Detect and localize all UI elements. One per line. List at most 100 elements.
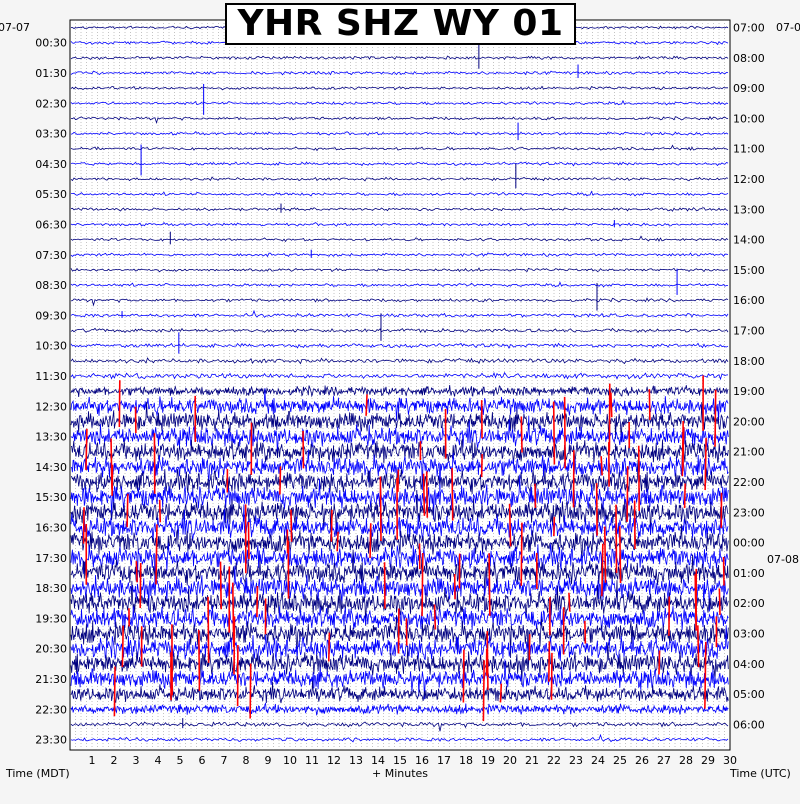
right-tick-label: 17:00 bbox=[733, 325, 765, 338]
right-tick-label: 07:00 bbox=[733, 22, 765, 35]
clipped-spike bbox=[482, 454, 483, 477]
x-tick-label: 9 bbox=[265, 754, 272, 767]
x-tick-label: 17 bbox=[437, 754, 451, 767]
left-tick-label: 01:30 bbox=[35, 67, 67, 80]
clipped-spike bbox=[160, 500, 161, 523]
x-tick-label: 25 bbox=[613, 754, 627, 767]
clipped-spike bbox=[136, 561, 137, 582]
right-tick-label: 10:00 bbox=[733, 112, 765, 125]
x-axis-label: + Minutes bbox=[372, 767, 428, 780]
right-tick-label: 22:00 bbox=[733, 476, 765, 489]
clipped-spike bbox=[620, 526, 621, 583]
right-tick-label: 04:00 bbox=[733, 658, 765, 671]
left-tick-label: 07:30 bbox=[35, 249, 67, 262]
clipped-spike bbox=[452, 468, 453, 521]
x-tick-label: 6 bbox=[199, 754, 206, 767]
clipped-spike bbox=[380, 476, 381, 541]
clipped-spike bbox=[366, 394, 367, 415]
clipped-spike bbox=[424, 474, 425, 516]
right-tick-label: 16:00 bbox=[733, 294, 765, 307]
right-tick-label: 15:00 bbox=[733, 264, 765, 277]
x-tick-label: 2 bbox=[111, 754, 118, 767]
clipped-spike bbox=[510, 504, 511, 547]
left-tick-label: 11:30 bbox=[35, 370, 67, 383]
right-tick-label: 23:00 bbox=[733, 506, 765, 519]
right-tick-label: 21:00 bbox=[733, 446, 765, 459]
clipped-spike bbox=[627, 466, 628, 522]
right-tick-label: 09:00 bbox=[733, 82, 765, 95]
left-tick-label: 22:30 bbox=[35, 703, 67, 716]
x-tick-label: 13 bbox=[349, 754, 363, 767]
clipped-spike bbox=[208, 597, 209, 663]
right-tick-label: 14:00 bbox=[733, 234, 765, 247]
right-tick-label: 19:00 bbox=[733, 385, 765, 398]
clipped-spike bbox=[156, 524, 157, 584]
clipped-spike bbox=[257, 586, 258, 617]
clipped-spike bbox=[370, 523, 371, 558]
clipped-spike bbox=[127, 494, 128, 527]
x-tick-label: 3 bbox=[133, 754, 140, 767]
right-tick-label: 20:00 bbox=[733, 415, 765, 428]
clipped-spike bbox=[616, 505, 617, 573]
clipped-spike bbox=[463, 649, 464, 702]
clipped-spike bbox=[199, 630, 200, 691]
clipped-spike bbox=[705, 438, 706, 490]
clipped-spike bbox=[521, 523, 522, 586]
right-tick-label: 13:00 bbox=[733, 203, 765, 216]
x-tick-label: 1 bbox=[89, 754, 96, 767]
clipped-spike bbox=[489, 553, 490, 616]
right-date-label-top: 07-0 bbox=[776, 21, 800, 34]
right-tick-label: 12:00 bbox=[733, 173, 765, 186]
clipped-spike bbox=[500, 684, 501, 703]
left-tick-label: 03:30 bbox=[35, 128, 67, 141]
clipped-spike bbox=[329, 633, 330, 662]
x-tick-label: 24 bbox=[591, 754, 605, 767]
x-tick-label: 18 bbox=[459, 754, 473, 767]
x-tick-label: 14 bbox=[371, 754, 385, 767]
left-tick-label: 12:30 bbox=[35, 400, 67, 413]
right-tick-label: 11:00 bbox=[733, 143, 765, 156]
clipped-spike bbox=[659, 651, 660, 675]
right-tick-label: 05:00 bbox=[733, 688, 765, 701]
right-tick-label: 00:00 bbox=[733, 537, 765, 550]
x-tick-label: 16 bbox=[415, 754, 429, 767]
left-tick-label: 17:30 bbox=[35, 552, 67, 565]
clipped-spike bbox=[422, 553, 423, 616]
clipped-spike bbox=[685, 484, 686, 509]
x-tick-label: 23 bbox=[569, 754, 583, 767]
chart-title-box: YHR SHZ WY 01 bbox=[225, 3, 576, 45]
left-tick-label: 04:30 bbox=[35, 158, 67, 171]
x-tick-label: 22 bbox=[547, 754, 561, 767]
left-tick-label: 16:30 bbox=[35, 521, 67, 534]
clipped-spike bbox=[337, 532, 338, 552]
right-tick-label: 02:00 bbox=[733, 597, 765, 610]
left-tick-label: 05:30 bbox=[35, 188, 67, 201]
left-tick-label: 15:30 bbox=[35, 491, 67, 504]
clipped-spike bbox=[554, 517, 555, 536]
left-tick-label: 06:30 bbox=[35, 218, 67, 231]
x-tick-label: 7 bbox=[221, 754, 228, 767]
right-tick-label: 06:00 bbox=[733, 718, 765, 731]
clipped-spike bbox=[483, 660, 484, 721]
clipped-spike bbox=[234, 616, 235, 674]
clipped-spike bbox=[705, 642, 706, 709]
chart-title: YHR SHZ WY 01 bbox=[237, 6, 563, 42]
clipped-spike bbox=[549, 641, 550, 681]
x-tick-label: 11 bbox=[305, 754, 319, 767]
clipped-spike bbox=[331, 510, 332, 542]
left-tick-label: 13:30 bbox=[35, 431, 67, 444]
clipped-spike bbox=[565, 397, 566, 469]
left-tick-label: 10:30 bbox=[35, 340, 67, 353]
clipped-spike bbox=[114, 666, 115, 716]
clipped-spike bbox=[602, 544, 603, 596]
x-tick-label: 15 bbox=[393, 754, 407, 767]
clipped-spike bbox=[435, 604, 436, 629]
clipped-spike bbox=[427, 471, 428, 517]
left-tick-label: 20:30 bbox=[35, 643, 67, 656]
y-axis-label-right: Time (UTC) bbox=[730, 767, 791, 780]
x-tick-label: 4 bbox=[155, 754, 162, 767]
left-tick-label: 14:30 bbox=[35, 461, 67, 474]
right-tick-label: 03:00 bbox=[733, 628, 765, 641]
x-tick-label: 10 bbox=[283, 754, 297, 767]
